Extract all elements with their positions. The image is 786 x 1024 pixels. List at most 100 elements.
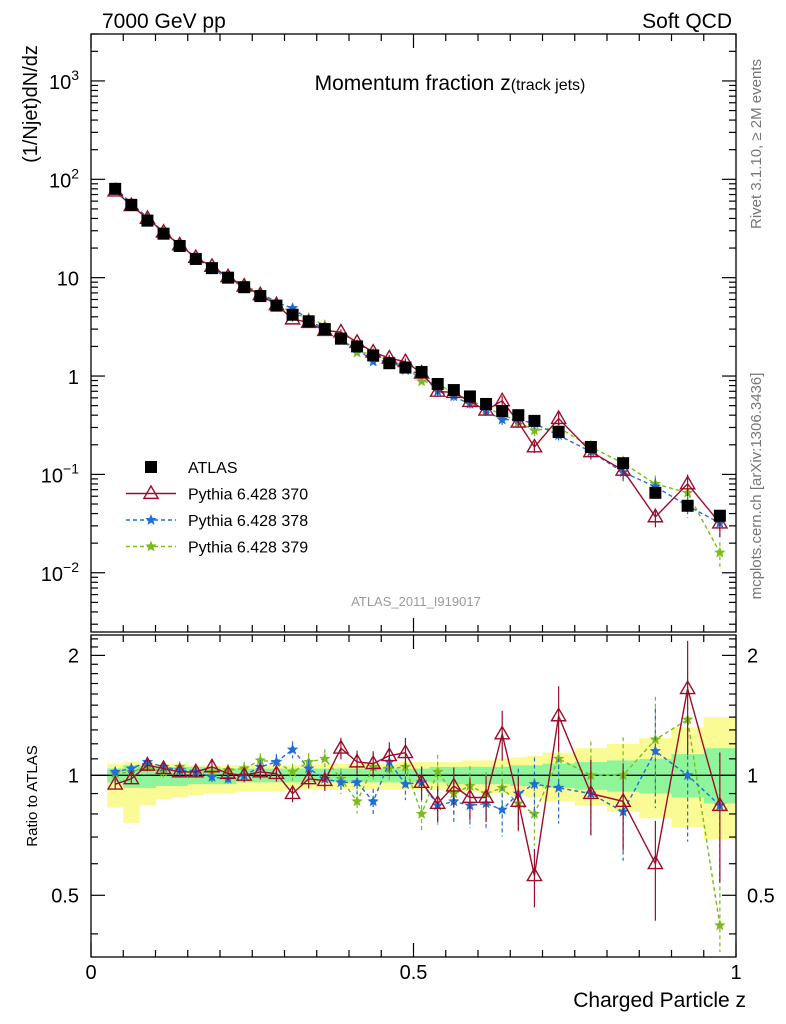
legend-label: Pythia 6.428 370	[188, 487, 308, 504]
ratio-point	[109, 765, 121, 777]
data-point	[431, 377, 444, 390]
data-point	[109, 182, 122, 195]
ratio-point	[270, 756, 283, 767]
data-point	[714, 546, 726, 558]
ratio-point	[477, 788, 495, 804]
data-point	[526, 438, 543, 453]
ratio-point	[681, 769, 694, 781]
ratio-point	[286, 765, 299, 777]
y-axis-label-ratio: Ratio to ATLAS	[24, 745, 41, 846]
ratio-point	[432, 765, 444, 777]
data-point	[399, 361, 412, 374]
ratio-y-tick-label-right: 0.5	[747, 885, 775, 907]
ratio-point	[461, 788, 479, 804]
band-inner-bin	[139, 765, 156, 788]
ratio-point	[351, 795, 363, 807]
ratio-point	[206, 771, 218, 782]
data-point	[334, 332, 347, 345]
plot-title: Momentum fraction z(track jets)	[315, 72, 586, 95]
ratio-point	[139, 756, 156, 771]
data-point	[552, 425, 565, 438]
data-point	[447, 384, 460, 397]
ratio-point	[649, 745, 662, 756]
side-text-rivet: Rivet 3.1.10, ≥ 2M events	[748, 59, 765, 229]
series-pythia-6-428-370	[106, 182, 729, 538]
data-point	[528, 414, 541, 427]
ratio-y-tick-label: 1	[68, 765, 79, 787]
data-point	[302, 315, 315, 328]
data-point	[270, 299, 283, 312]
legend-marker	[145, 461, 157, 473]
ratio-point	[415, 807, 428, 819]
x-axis-label: Charged Particle z	[573, 989, 746, 1012]
data-point	[496, 413, 508, 425]
legend-item-pythia-6-428-370: Pythia 6.428 370	[126, 484, 308, 504]
data-point	[222, 271, 235, 284]
data-point	[415, 375, 428, 387]
ratio-point	[203, 757, 221, 773]
data-point	[550, 409, 567, 425]
ratio-point	[496, 803, 508, 815]
ratio-point	[316, 771, 334, 787]
ratio-point	[235, 766, 253, 781]
y-tick-label: 10−2	[41, 559, 79, 586]
ratio-point	[335, 776, 347, 788]
data-point	[238, 281, 251, 294]
ratio-point	[122, 769, 140, 785]
ratio-point	[582, 784, 600, 800]
ratio-point	[268, 764, 285, 780]
data-point	[383, 357, 396, 370]
data-point	[125, 198, 138, 211]
legend-marker	[142, 484, 160, 500]
legend: ATLAS Pythia 6.428 370 Pythia 6.428 378 Pyt…	[126, 460, 308, 557]
legend-item-atlas: ATLAS	[145, 460, 238, 477]
legend-marker	[145, 514, 157, 525]
data-point	[141, 214, 154, 227]
ratio-point	[445, 777, 463, 792]
ratio-point	[286, 743, 299, 755]
y-tick-label: 1	[68, 367, 79, 389]
y-axis-label-top: (1/Njet)dN/dz	[20, 45, 42, 163]
data-point	[681, 499, 694, 512]
legend-item-pythia-6-428-378: Pythia 6.428 378	[126, 513, 308, 530]
ratio-point	[332, 739, 350, 754]
ratio-point	[399, 778, 412, 790]
data-point	[351, 340, 364, 353]
ratio-point	[711, 796, 729, 812]
ratio-point	[528, 778, 541, 790]
y-tick-label: 103	[49, 67, 79, 94]
ratio-point	[526, 866, 543, 882]
data-point	[584, 440, 597, 453]
data-point	[318, 323, 331, 336]
data-point	[649, 486, 662, 499]
x-tick-label: 0.5	[400, 962, 428, 984]
data-point	[617, 457, 630, 470]
data-point	[679, 475, 696, 490]
ratio-point	[380, 746, 398, 762]
ratio-point	[351, 776, 363, 788]
ratio-point	[550, 706, 567, 722]
uncertainty-bands	[91, 717, 736, 840]
data-point	[189, 252, 202, 265]
ratio-point	[171, 763, 189, 778]
ratio-point	[187, 763, 205, 778]
header-right: Soft QCD	[642, 10, 732, 33]
ratio-series-pythia-6-428-370	[106, 640, 729, 921]
ratio-series-pythia-6-428-379	[109, 671, 726, 953]
data-point	[496, 405, 509, 418]
analysis-label: ATLAS_2011_I919017	[351, 594, 481, 609]
data-point	[647, 507, 664, 523]
ratio-point	[348, 753, 366, 768]
ratio-y-tick-label: 0.5	[51, 885, 79, 907]
ratio-point	[251, 763, 269, 778]
ratio-point	[284, 784, 301, 800]
ratio-point	[614, 792, 632, 808]
ratio-point	[528, 807, 541, 819]
data-point	[415, 365, 428, 378]
x-tick-label: 0	[85, 962, 96, 984]
data-point	[713, 509, 726, 522]
ratio-point	[413, 773, 430, 788]
ratio-point	[552, 752, 565, 764]
ratio-point	[429, 794, 447, 810]
ratio-point	[303, 762, 315, 774]
